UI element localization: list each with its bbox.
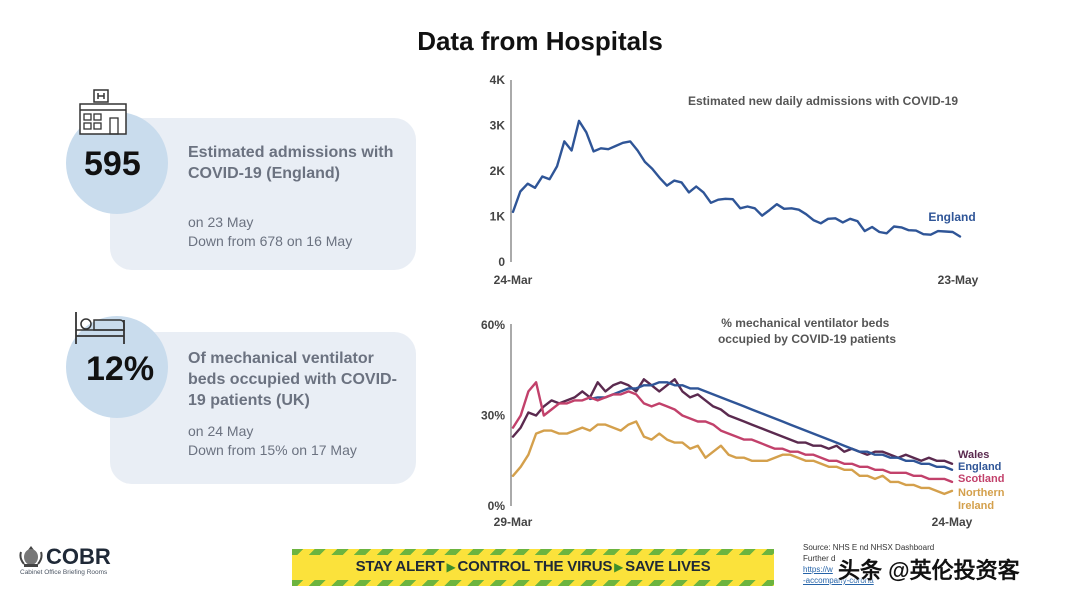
cobr-logo-subtitle: Cabinet Office Briefing Rooms [20,569,108,576]
ventilator-series-line-wales [511,378,954,465]
admissions-number: 595 [84,145,141,183]
ventilator-change: Down from 15% on 17 May [188,442,357,458]
admissions-chart-title: Estimated new daily admissions with COVI… [688,94,958,108]
legend-wales: Wales [958,449,989,461]
hospital-bed-icon [72,310,128,351]
ventilator-y-tick-label: 60% [481,318,505,332]
cobr-logo-text: COBR [46,544,111,569]
ventilator-y-tick-label: 0% [488,499,506,513]
banner-arrow-icon: ▶ [446,560,456,574]
ventilator-stat-circle [66,316,168,418]
admissions-y-tick-label: 2K [490,164,506,178]
source-link-1[interactable]: https://w [803,565,833,574]
ventilator-number: 12% [86,350,155,388]
admissions-x-tick-start: 24-Mar [494,273,533,287]
source-text: Source: NHS E [803,543,858,552]
admissions-chart: Estimated new daily admissions with COVI… [490,73,979,287]
ventilator-chart: % mechanical ventilator beds occupied by… [481,316,1005,529]
admissions-date: on 23 May [188,214,254,230]
ventilator-headline: Of mechanical ventilator beds occupied w… [188,350,397,409]
admissions-y-tick-label: 1K [490,210,506,224]
further-text: Further d [803,554,836,563]
banner-part-2: CONTROL THE VIRUS [457,558,613,575]
banner-arrow-icon: ▶ [614,560,624,574]
admissions-detail: on 23 May Down from 678 on 16 May [188,213,352,251]
stay-alert-banner: STAY ALERT ▶ CONTROL THE VIRUS ▶ SAVE LIVES [292,549,774,586]
banner-stripe-bottom [292,580,774,586]
charts-area: Estimated new daily admissions with COVI… [481,73,1005,529]
admissions-y-tick-label: 3K [490,119,506,133]
admissions-series-label-england: England [928,210,975,224]
banner-stripe-top [292,549,774,555]
ventilator-date: on 24 May [188,423,254,439]
ventilator-series-line-northern-ireland [511,420,954,496]
legend-england: England [958,461,1001,473]
page-title: Data from Hospitals [417,26,663,56]
ventilator-y-tick-label: 30% [481,409,505,423]
ventilator-series-line-england [588,381,954,471]
admissions-x-tick-end: 23-May [938,273,979,287]
banner-part-3: SAVE LIVES [625,558,711,575]
admissions-y-tick-label: 4K [490,73,506,87]
ventilator-detail: on 24 May Down from 15% on 17 May [188,422,357,460]
admissions-y-tick-label: 0 [498,255,505,269]
legend-ireland: Ireland [958,500,994,512]
hospital-icon [72,88,128,141]
source-text-2: nd NHSX Dashboard [859,543,935,552]
ventilator-x-tick-start: 29-Mar [494,515,533,529]
banner-text: STAY ALERT ▶ CONTROL THE VIRUS ▶ SAVE LIVES [292,558,774,575]
ventilator-x-tick-end: 24-May [932,515,973,529]
ventilator-series-line-scotland [511,381,954,484]
admissions-change: Down from 678 on 16 May [188,233,353,249]
admissions-series-line-england [511,119,962,238]
source-note: Source: NHS E nd NHSX Dashboard Further … [803,542,1068,586]
admissions-headline: Estimated admissions with COVID-19 (Engl… [188,144,394,182]
watermark: 头条 @英伦投资客 [838,558,1020,583]
source-link-2[interactable]: -accompany-corona [803,576,874,585]
legend-scotland: Scotland [958,473,1004,485]
royal-crest-icon [18,544,44,573]
banner-part-1: STAY ALERT [355,558,445,575]
legend-northern: Northern [958,487,1005,499]
ventilator-chart-title: % mechanical ventilator beds occupied by… [718,316,896,346]
